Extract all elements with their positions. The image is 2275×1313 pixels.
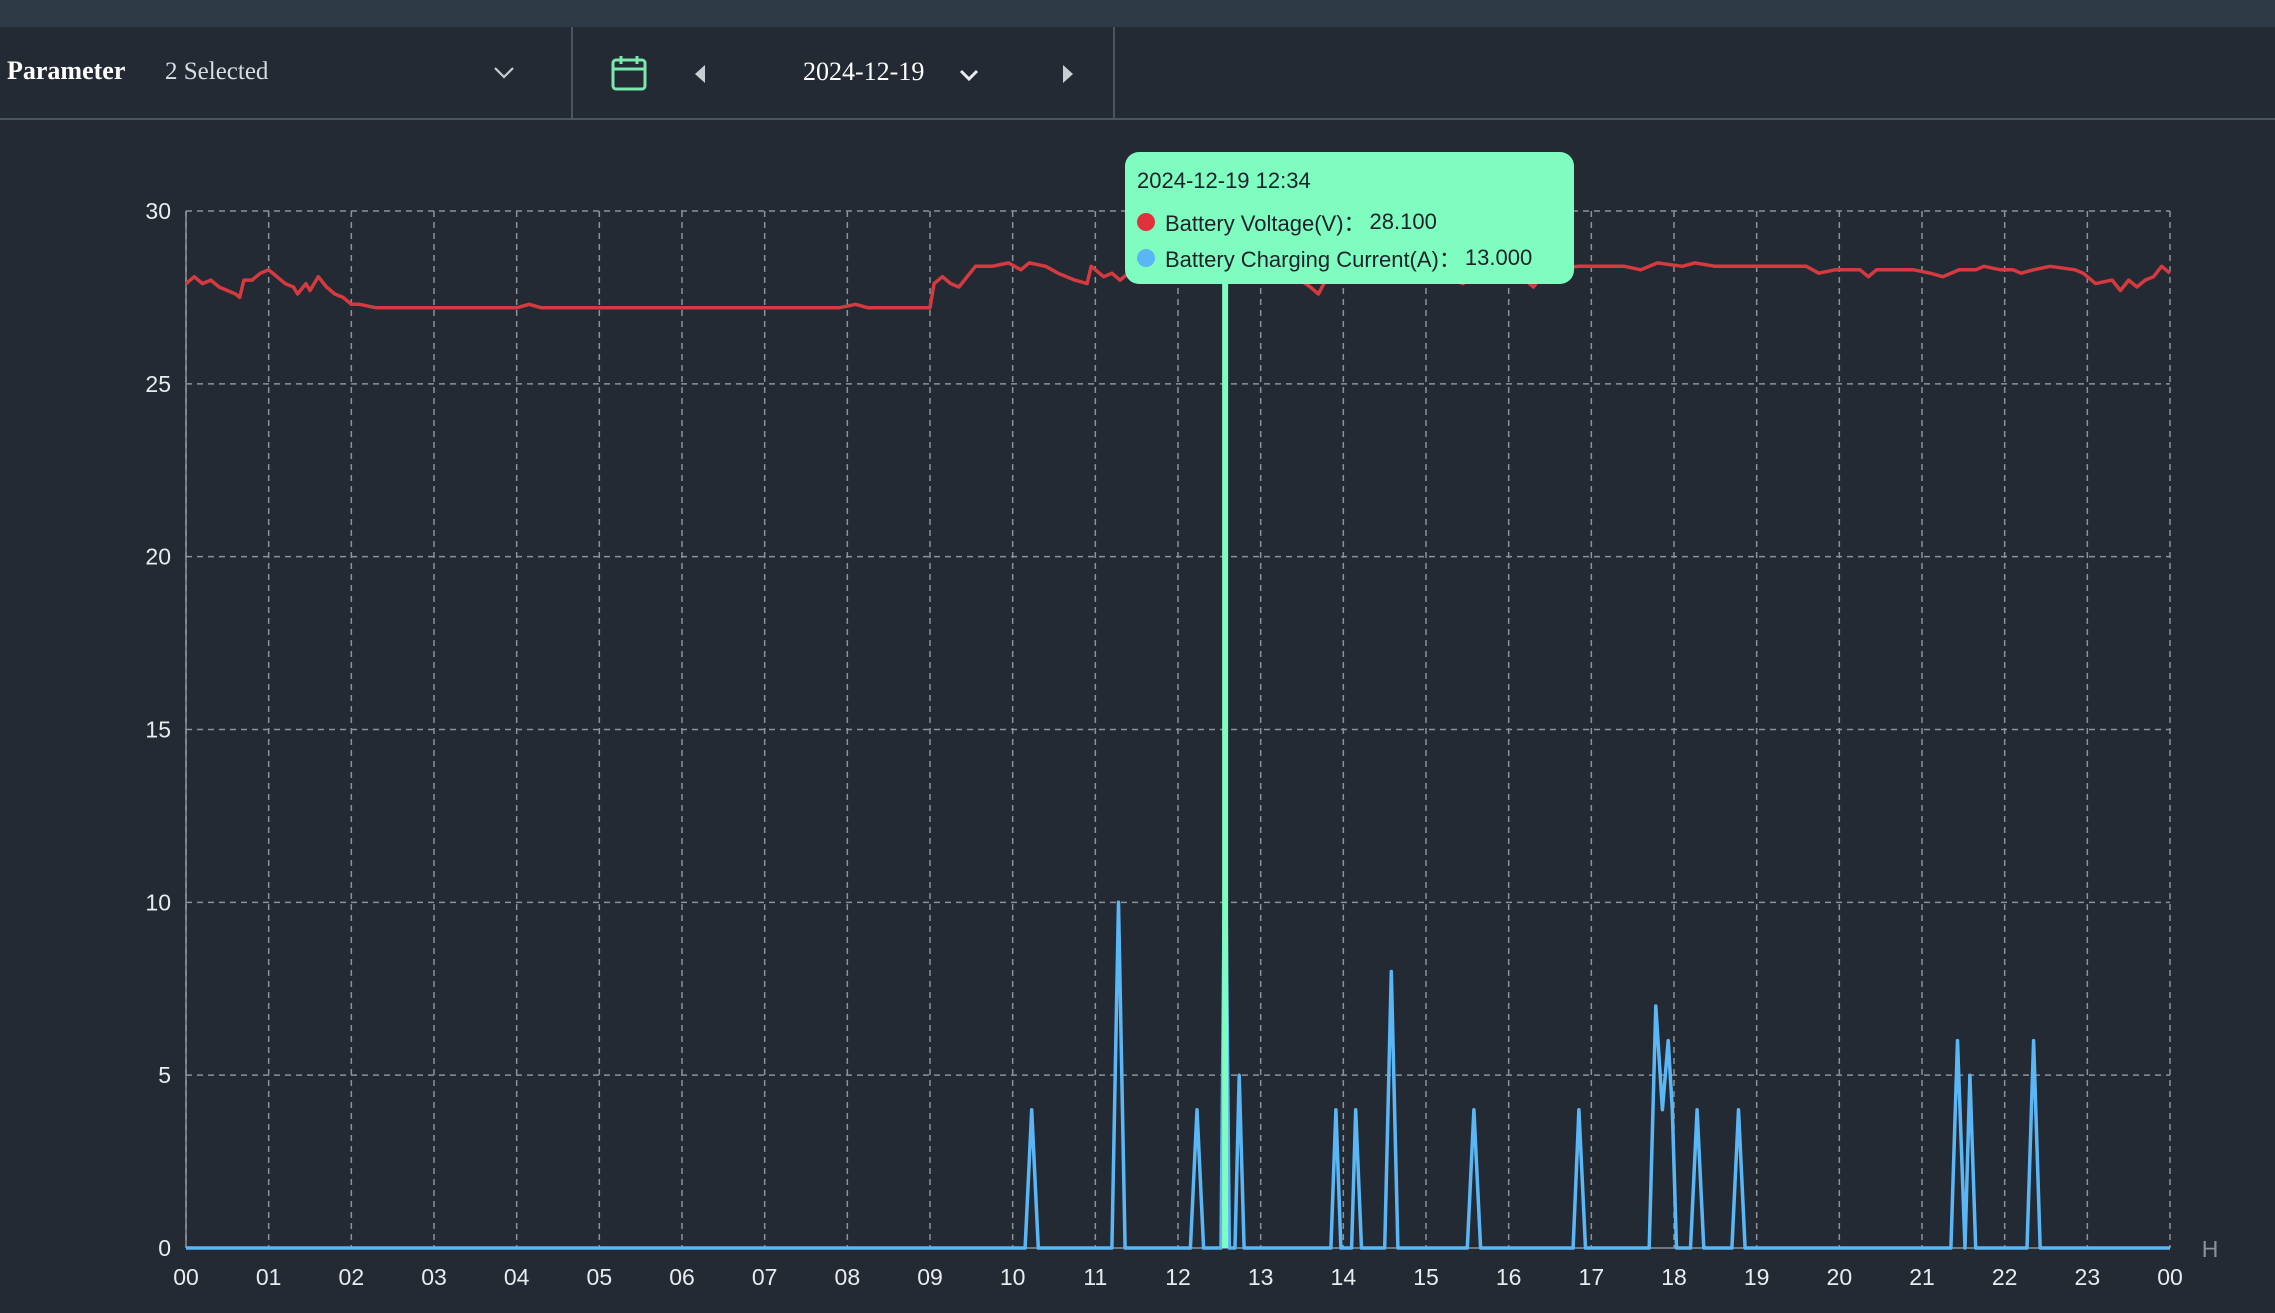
x-tick-label: 07 xyxy=(752,1264,778,1290)
x-tick-label: 10 xyxy=(1000,1264,1026,1290)
tooltip-label-voltage: Battery Voltage(V)： xyxy=(1165,211,1366,236)
x-tick-label: 12 xyxy=(1165,1264,1191,1290)
x-tick-label: 02 xyxy=(339,1264,365,1290)
x-tick-label: 08 xyxy=(835,1264,861,1290)
parameter-value[interactable]: 2 Selected xyxy=(165,58,269,85)
x-tick-label: 17 xyxy=(1579,1264,1605,1290)
tooltip-row-current: Battery Charging Current(A)： 13.000 xyxy=(1137,240,1574,276)
parameter-label: Parameter xyxy=(7,56,126,85)
tooltip-value-current: 13.000 xyxy=(1464,245,1533,270)
x-tick-label: 04 xyxy=(504,1264,530,1290)
window-top-strip xyxy=(0,0,2275,27)
series-dot-voltage xyxy=(1137,213,1155,231)
x-axis-unit: H xyxy=(2202,1236,2219,1262)
x-tick-label: 19 xyxy=(1744,1264,1770,1290)
caret-right-icon[interactable] xyxy=(1060,63,1076,85)
x-tick-label: 09 xyxy=(917,1264,943,1290)
caret-left-icon[interactable] xyxy=(692,63,708,85)
x-tick-label: 11 xyxy=(1083,1264,1107,1290)
tooltip-label-current: Battery Charging Current(A)： xyxy=(1165,247,1461,272)
x-tick-label: 00 xyxy=(173,1264,199,1290)
x-tick-label: 21 xyxy=(1909,1264,1935,1290)
parameter-selector[interactable]: Parameter 2 Selected xyxy=(0,27,573,118)
y-tick-label: 15 xyxy=(145,717,171,743)
x-tick-label: 00 xyxy=(2157,1264,2183,1290)
x-tick-label: 20 xyxy=(1827,1264,1853,1290)
tooltip-row-voltage: Battery Voltage(V)： 28.100 xyxy=(1137,204,1574,240)
x-tick-label: 13 xyxy=(1248,1264,1274,1290)
series-line-charging-current xyxy=(186,796,2170,1250)
y-tick-label: 10 xyxy=(145,889,171,915)
chart-tooltip: 2024-12-19 12:34 Battery Voltage(V)： 28.… xyxy=(1125,152,1574,284)
y-tick-label: 20 xyxy=(145,544,171,570)
date-value[interactable]: 2024-12-19 xyxy=(803,57,925,86)
y-tick-label: 30 xyxy=(145,198,171,224)
chevron-down-icon[interactable] xyxy=(958,68,980,82)
x-tick-label: 15 xyxy=(1413,1264,1439,1290)
toolbar: Parameter 2 Selected 2024-12-19 xyxy=(0,27,2275,120)
date-selector: 2024-12-19 xyxy=(573,27,1115,118)
x-tick-label: 03 xyxy=(421,1264,447,1290)
x-tick-label: 16 xyxy=(1496,1264,1522,1290)
x-tick-label: 06 xyxy=(669,1264,695,1290)
x-tick-label: 01 xyxy=(256,1264,282,1290)
x-tick-label: 05 xyxy=(587,1264,613,1290)
tooltip-time: 2024-12-19 12:34 xyxy=(1137,168,1311,193)
y-tick-label: 5 xyxy=(158,1062,171,1088)
y-tick-label: 25 xyxy=(145,371,171,397)
x-tick-label: 22 xyxy=(1992,1264,2018,1290)
series-line-battery-voltage xyxy=(184,261,2172,310)
x-tick-label: 14 xyxy=(1331,1264,1357,1290)
x-tick-label: 18 xyxy=(1661,1264,1687,1290)
x-tick-label: 23 xyxy=(2075,1264,2101,1290)
calendar-icon[interactable] xyxy=(610,54,648,92)
series-dot-current xyxy=(1137,249,1155,267)
y-tick-label: 0 xyxy=(158,1235,171,1261)
chevron-down-icon[interactable] xyxy=(492,65,516,81)
tooltip-value-voltage: 28.100 xyxy=(1369,209,1437,234)
